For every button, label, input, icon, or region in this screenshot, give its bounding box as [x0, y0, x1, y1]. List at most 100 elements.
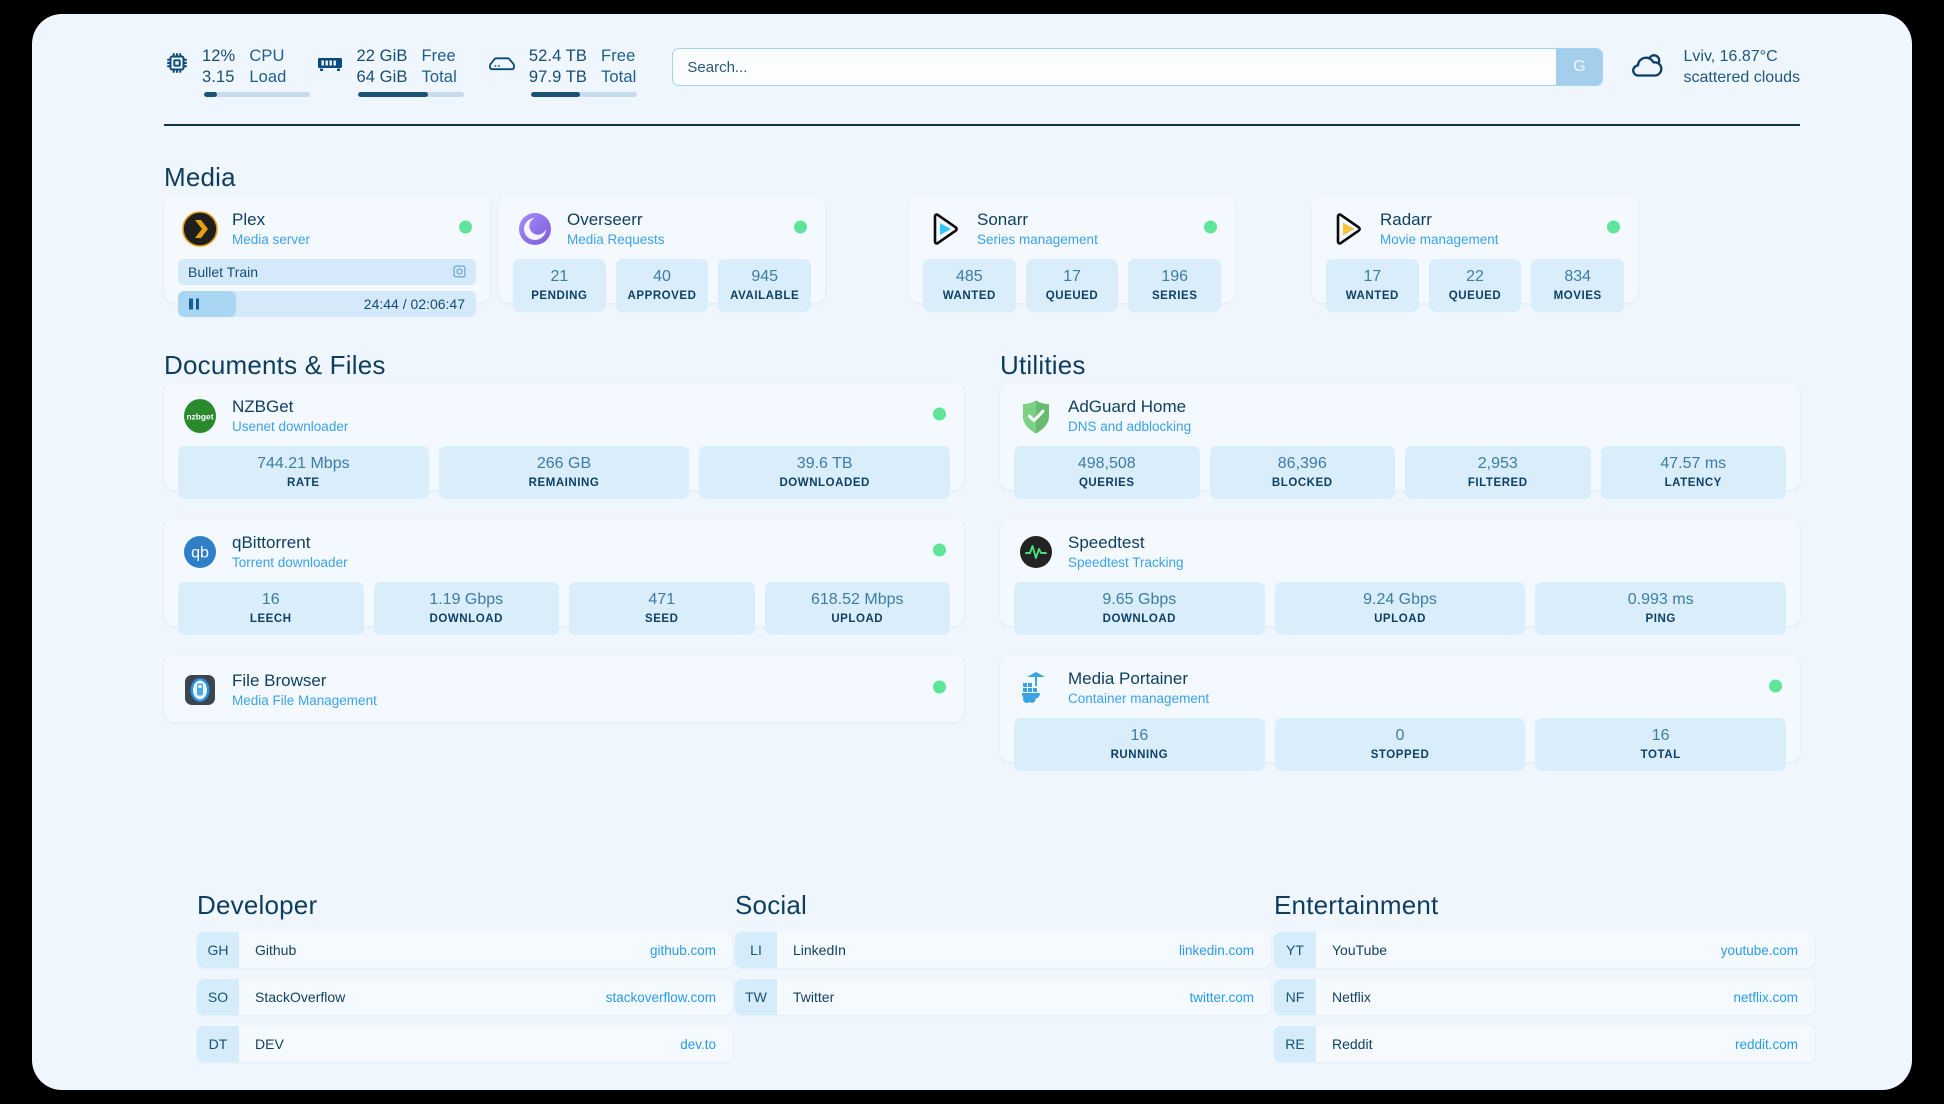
stat-tile: 618.52 Mbps UPLOAD — [764, 582, 950, 635]
card-sonarr[interactable]: Sonarr Series management 485 WANTED 17 Q… — [909, 195, 1235, 312]
ram-icon — [316, 50, 344, 81]
bookmark-url[interactable]: reddit.com — [1734, 1036, 1798, 1052]
cpu-label-top: CPU — [249, 46, 285, 65]
list-item[interactable]: RE Reddit reddit.com — [1274, 1026, 1814, 1062]
card-header: nzbget NZBGet Usenet downloader — [164, 382, 964, 446]
radarr-icon — [1330, 211, 1366, 247]
tile-value: 266 GB — [536, 455, 592, 473]
tile-value: 21 — [550, 268, 569, 286]
now-playing-row[interactable]: Bullet Train — [178, 259, 476, 286]
card-radarr[interactable]: Radarr Movie management 17 WANTED 22 QUE… — [1312, 195, 1638, 312]
app-name: File Browser — [232, 671, 327, 690]
tile-value: 86,396 — [1277, 455, 1327, 473]
app-name: Speedtest — [1068, 533, 1145, 552]
bookmark-badge: TW — [735, 979, 777, 1015]
list-item[interactable]: SO StackOverflow stackoverflow.com — [197, 979, 732, 1015]
stat-tile: 47.57 ms LATENCY — [1600, 446, 1786, 499]
tile-value: 2,953 — [1477, 455, 1518, 473]
bookmark-name: StackOverflow — [255, 989, 346, 1005]
tile-value: 0.993 ms — [1627, 591, 1694, 609]
bookmark-badge: YT — [1274, 932, 1316, 968]
list-item[interactable]: TW Twitter twitter.com — [735, 979, 1270, 1015]
cpu-usage-value: 12% — [202, 46, 236, 65]
tile-label: STOPPED — [1370, 748, 1430, 761]
bookmark-badge: GH — [197, 932, 239, 968]
section-title-utilities: Utilities — [1000, 350, 1086, 380]
card-speedtest[interactable]: Speedtest Speedtest Tracking 9.65 Gbps D… — [1000, 518, 1800, 635]
card-nzbget[interactable]: nzbget NZBGet Usenet downloader 744.21 M… — [164, 382, 964, 499]
weather-widget: Lviv, 16.87°C scattered clouds — [1629, 46, 1800, 88]
list-item[interactable]: DT DEV dev.to — [197, 1026, 732, 1062]
stat-tile: 945 AVAILABLE — [718, 259, 812, 312]
list-item[interactable]: NF Netflix netflix.com — [1274, 979, 1814, 1015]
section-title-documents: Documents & Files — [164, 350, 386, 380]
tile-label: QUEUED — [1448, 289, 1502, 302]
app-subtitle: Usenet downloader — [232, 419, 349, 435]
stat-tile: 1.19 Gbps DOWNLOAD — [373, 582, 559, 635]
playback-progress-bar[interactable]: 24:44 / 02:06:47 — [178, 291, 476, 318]
card-header: Plex Media server — [164, 195, 490, 259]
tile-value: 16 — [1651, 727, 1670, 745]
tile-label: PENDING — [531, 289, 588, 302]
bookmark-url[interactable]: stackoverflow.com — [605, 989, 716, 1005]
tile-value: 498,508 — [1077, 455, 1136, 473]
bookmark-url[interactable]: netflix.com — [1733, 989, 1798, 1005]
tile-value: 945 — [751, 268, 779, 286]
disk-icon — [487, 50, 517, 81]
list-item[interactable]: GH Github github.com — [197, 932, 732, 968]
bookmark-url[interactable]: twitter.com — [1189, 989, 1254, 1005]
bookmark-url[interactable]: youtube.com — [1720, 942, 1798, 958]
card-plex[interactable]: Plex Media server Bullet Train 24:44 / 0… — [164, 195, 490, 318]
tile-label: DOWNLOADED — [779, 476, 870, 489]
tile-label: WANTED — [942, 289, 996, 302]
stat-tile: 196 SERIES — [1128, 259, 1222, 312]
card-overseerr[interactable]: Overseerr Media Requests 21 PENDING 40 A… — [499, 195, 825, 312]
card-adguard[interactable]: AdGuard Home DNS and adblocking 498,508 … — [1000, 382, 1800, 499]
dashboard-page: 12% 3.15 CPU Load — [32, 14, 1912, 1090]
tile-label: DOWNLOAD — [429, 612, 503, 625]
tile-value: 1.19 Gbps — [429, 591, 504, 609]
tile-value: 744.21 Mbps — [257, 455, 350, 473]
bookmark-name: LinkedIn — [793, 942, 846, 958]
tile-value: 17 — [1063, 268, 1081, 286]
card-qbittorrent[interactable]: qb qBittorrent Torrent downloader 16 LEE… — [164, 518, 964, 635]
list-item[interactable]: LI LinkedIn linkedin.com — [735, 932, 1270, 968]
bookmark-badge: DT — [197, 1026, 239, 1062]
cast-icon[interactable] — [452, 264, 467, 282]
memory-total-value: 64 GiB — [356, 68, 408, 86]
stat-tiles: 498,508 QUERIES 86,396 BLOCKED 2,953 FIL… — [1000, 446, 1800, 513]
bookmark-url[interactable]: github.com — [649, 942, 716, 958]
section-title-media: Media — [164, 162, 236, 192]
tile-label: WANTED — [1345, 289, 1399, 302]
tile-label: RUNNING — [1110, 748, 1169, 761]
status-badge — [459, 220, 472, 234]
search-bar[interactable]: G — [672, 48, 1604, 86]
app-subtitle: Media server — [232, 232, 311, 248]
stat-tile: 9.24 Gbps UPLOAD — [1274, 582, 1526, 635]
card-media-portainer[interactable]: Media Portainer Container management 16 … — [1000, 654, 1800, 771]
list-item[interactable]: YT YouTube youtube.com — [1274, 932, 1814, 968]
tile-label: FILTERED — [1467, 476, 1528, 489]
search-submit-button[interactable]: G — [1556, 49, 1603, 85]
card-file-browser[interactable]: File Browser Media File Management — [164, 654, 964, 722]
tile-label: LATENCY — [1664, 476, 1722, 489]
portainer-icon — [1018, 670, 1054, 706]
status-badge — [933, 407, 946, 421]
stat-tiles: 21 PENDING 40 APPROVED 945 AVAILABLE — [499, 259, 825, 326]
stat-tiles: 9.65 Gbps DOWNLOAD 9.24 Gbps UPLOAD 0.99… — [1000, 582, 1800, 649]
bookmark-url[interactable]: dev.to — [680, 1036, 716, 1052]
tile-label: DOWNLOAD — [1102, 612, 1177, 625]
header-divider — [164, 124, 1800, 126]
bookmark-url[interactable]: linkedin.com — [1178, 942, 1254, 958]
stat-tile: 16 RUNNING — [1014, 718, 1265, 771]
cpu-label-bottom: Load — [249, 68, 287, 86]
search-input[interactable] — [673, 49, 1557, 85]
pause-icon[interactable] — [189, 298, 199, 310]
tile-label: APPROVED — [627, 289, 697, 302]
tile-value: 39.6 TB — [796, 455, 853, 473]
stat-tile: 21 PENDING — [513, 259, 606, 312]
app-subtitle: Torrent downloader — [232, 555, 348, 571]
status-badge — [1607, 220, 1620, 234]
tile-value: 16 — [1130, 727, 1149, 745]
app-subtitle: Speedtest Tracking — [1068, 555, 1184, 571]
